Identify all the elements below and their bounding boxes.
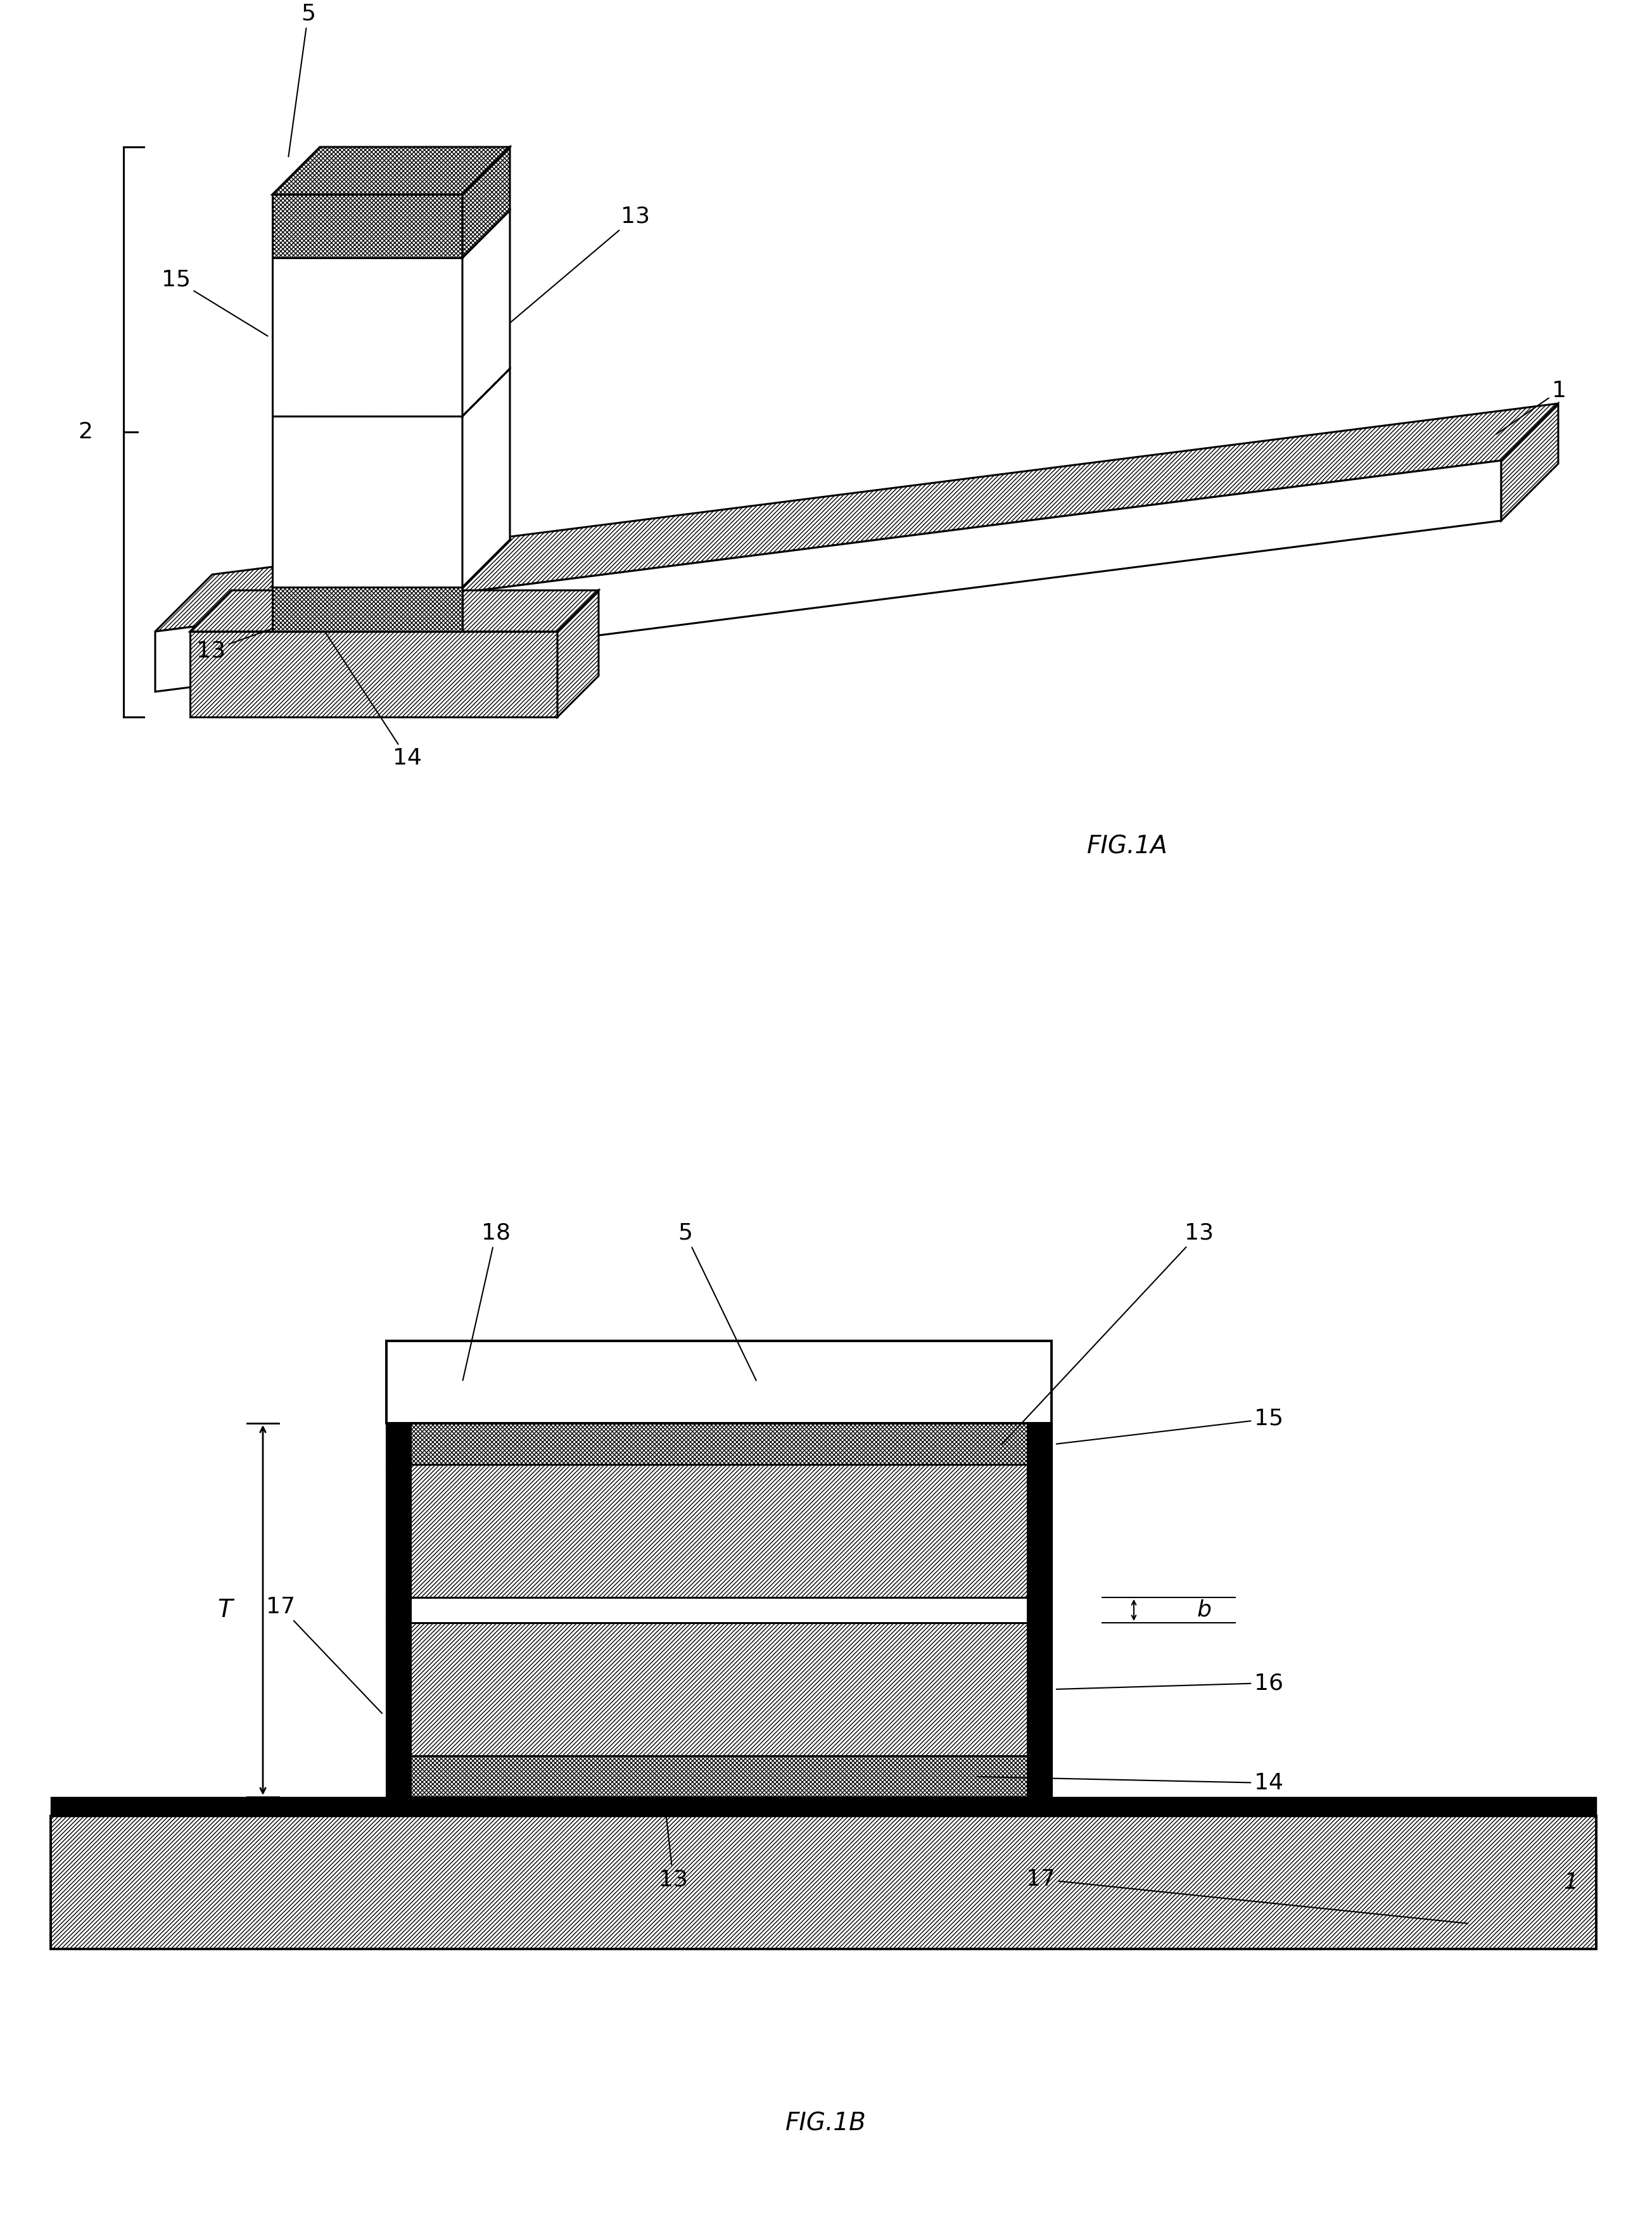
Text: 15: 15 <box>1056 1407 1284 1443</box>
Text: 13: 13 <box>659 1807 687 1890</box>
Polygon shape <box>1028 1423 1052 1796</box>
Polygon shape <box>387 1622 1052 1756</box>
Polygon shape <box>273 194 463 257</box>
Text: 13: 13 <box>487 206 649 342</box>
Text: 5: 5 <box>677 1222 757 1381</box>
Text: P: P <box>357 322 378 351</box>
Text: 13: 13 <box>197 563 458 661</box>
Text: 1: 1 <box>1564 1872 1578 1892</box>
Polygon shape <box>155 460 1502 693</box>
Text: 18: 18 <box>463 1222 510 1381</box>
Polygon shape <box>463 210 510 416</box>
Text: 5: 5 <box>289 2 316 156</box>
Text: 17: 17 <box>266 1595 382 1713</box>
Polygon shape <box>51 1796 1596 1816</box>
Text: FIG.1B: FIG.1B <box>786 2111 866 2136</box>
Polygon shape <box>387 1423 1052 1466</box>
Polygon shape <box>387 1597 1052 1622</box>
Polygon shape <box>463 147 510 257</box>
Polygon shape <box>463 369 510 588</box>
Polygon shape <box>273 416 463 588</box>
Text: 13: 13 <box>1003 1222 1214 1443</box>
Text: b: b <box>1198 1600 1211 1622</box>
Polygon shape <box>155 404 1558 632</box>
Text: 14: 14 <box>978 1772 1284 1794</box>
Polygon shape <box>273 588 463 632</box>
Text: 17: 17 <box>1026 1868 1469 1923</box>
Polygon shape <box>387 1423 410 1796</box>
Text: N: N <box>355 487 380 516</box>
Polygon shape <box>51 1816 1596 1948</box>
Text: T: T <box>218 1597 233 1622</box>
Polygon shape <box>273 147 510 194</box>
Polygon shape <box>190 590 598 632</box>
Polygon shape <box>387 1340 1052 1423</box>
Text: 16: 16 <box>1056 1673 1284 1693</box>
Text: 2: 2 <box>78 422 93 442</box>
Polygon shape <box>273 541 510 588</box>
Text: FIG.1A: FIG.1A <box>1087 836 1168 858</box>
Text: 1: 1 <box>1497 380 1566 433</box>
Polygon shape <box>273 257 463 416</box>
Text: 14: 14 <box>311 610 421 768</box>
Polygon shape <box>557 590 598 717</box>
Text: 15: 15 <box>162 268 268 335</box>
Polygon shape <box>387 1756 1052 1796</box>
Polygon shape <box>1502 404 1558 521</box>
Polygon shape <box>190 632 557 717</box>
Polygon shape <box>387 1466 1052 1597</box>
